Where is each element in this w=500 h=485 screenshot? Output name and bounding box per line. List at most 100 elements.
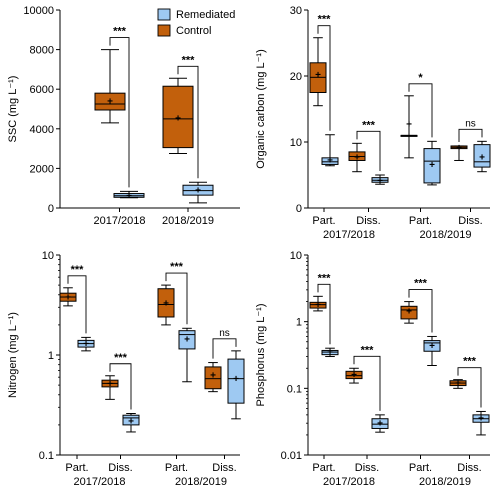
box-remediated: + [178,327,196,383]
significance-bracket: *** [317,272,331,345]
significance-bracket: *** [67,264,87,334]
significance-bracket: *** [353,344,381,411]
box-body [227,358,245,404]
y-tick-label: 8000 [30,45,54,57]
mean-marker: + [327,348,333,359]
mean-marker: + [83,339,89,350]
panel-nitrogen: 0.1 1 10 Nitrogen (mg L⁻¹) + + + + + + + + *** *** ***… [7,250,245,485]
mean-marker: + [126,191,132,202]
y-tick-label: 0 [296,203,302,215]
box-control: + [450,143,468,161]
y-tick-label: 0.01 [281,450,302,462]
box-remediated: + [122,413,140,433]
box-body [157,288,175,318]
box-body [309,301,327,309]
significance-bracket: *** [457,356,482,408]
mean-marker: + [429,160,435,171]
x-sublabel: Part. [312,215,335,227]
significance-bracket: *** [177,54,199,179]
y-tick-label: 20 [290,71,302,83]
y-axis-label: Phosphorus (mg L⁻¹) [255,303,267,406]
box-control: + [94,49,126,124]
bracket-line [408,289,433,333]
mean-marker: + [315,300,321,311]
significance-label: *** [114,352,128,364]
box-remediated: + [113,190,145,202]
box-body [122,414,140,426]
x-sublabel: Diss. [458,215,482,227]
bracket-line [109,363,132,410]
bracket-line [317,283,331,345]
x-year-label: 2017/2018 [74,476,126,485]
y-tick-label: 0.1 [39,450,54,462]
significance-label: *** [182,54,196,66]
bracket-line [212,338,237,359]
mean-marker: + [478,413,484,424]
mean-marker: + [163,299,169,310]
y-tick-label: 10 [42,250,54,262]
significance-bracket: *** [356,119,381,171]
bracket-line [457,367,482,408]
mean-marker: + [128,416,134,427]
x-year-label: 2018/2019 [162,215,214,227]
box-control: + [157,284,175,326]
x-sublabel: Part. [409,215,432,227]
y-axis-label: Nitrogen (mg L⁻¹) [7,312,19,398]
legend-swatch-remediated [157,8,171,21]
significance-bracket: *** [109,352,132,410]
significance-bracket: ns [458,118,483,142]
box-remediated: + [371,414,389,433]
legend-swatch-control [157,24,171,37]
box-control: + [309,295,327,312]
bracket-line [165,272,188,325]
legend-label-remediated: Remediated [176,9,235,21]
box-control: + [204,362,222,393]
box-control: + [400,301,418,324]
box-body [371,418,389,429]
bracket-line [317,25,331,131]
significance-bracket: *** [109,26,130,188]
x-sublabel: Part. [65,462,88,474]
x-sublabel: Diss. [212,462,236,474]
box-control: + [345,367,363,384]
y-tick-label: 10000 [23,5,54,17]
x-year-label: 2018/2019 [420,229,472,241]
mean-marker: + [210,371,216,382]
mean-marker: + [479,153,485,164]
y-tick-label: 6000 [30,84,54,96]
bracket-line [67,275,87,334]
box-control: + [162,77,194,155]
x-year-label: 2017/2018 [323,229,375,241]
x-sublabel: Diss. [457,462,481,474]
box-remediated: + [472,410,490,436]
box-remediated: + [321,348,339,359]
mean-marker: + [107,379,113,390]
box-body [94,92,126,111]
bracket-line [458,128,483,142]
bracket-line [177,65,199,179]
bracket-line [353,355,381,411]
box-body [423,148,441,184]
mean-marker: + [184,334,190,345]
y-tick-label: 1 [296,317,302,329]
mean-marker: + [406,120,412,131]
significance-label: * [418,72,423,84]
x-sublabel: Part. [409,462,432,474]
y-tick-label: 2000 [30,163,54,175]
box-remediated: + [227,350,245,420]
box-control: + [348,142,366,173]
x-year-label: 2018/2019 [175,476,227,485]
significance-label: *** [71,264,85,276]
box-body [321,157,339,165]
box-body [423,340,441,352]
mean-marker: + [175,113,181,124]
box-remediated: + [423,335,441,367]
y-tick-label: 4000 [30,124,54,136]
box-body [204,366,222,390]
box-control: + [400,95,418,159]
mean-marker: + [327,155,333,166]
box-remediated: + [423,140,441,186]
